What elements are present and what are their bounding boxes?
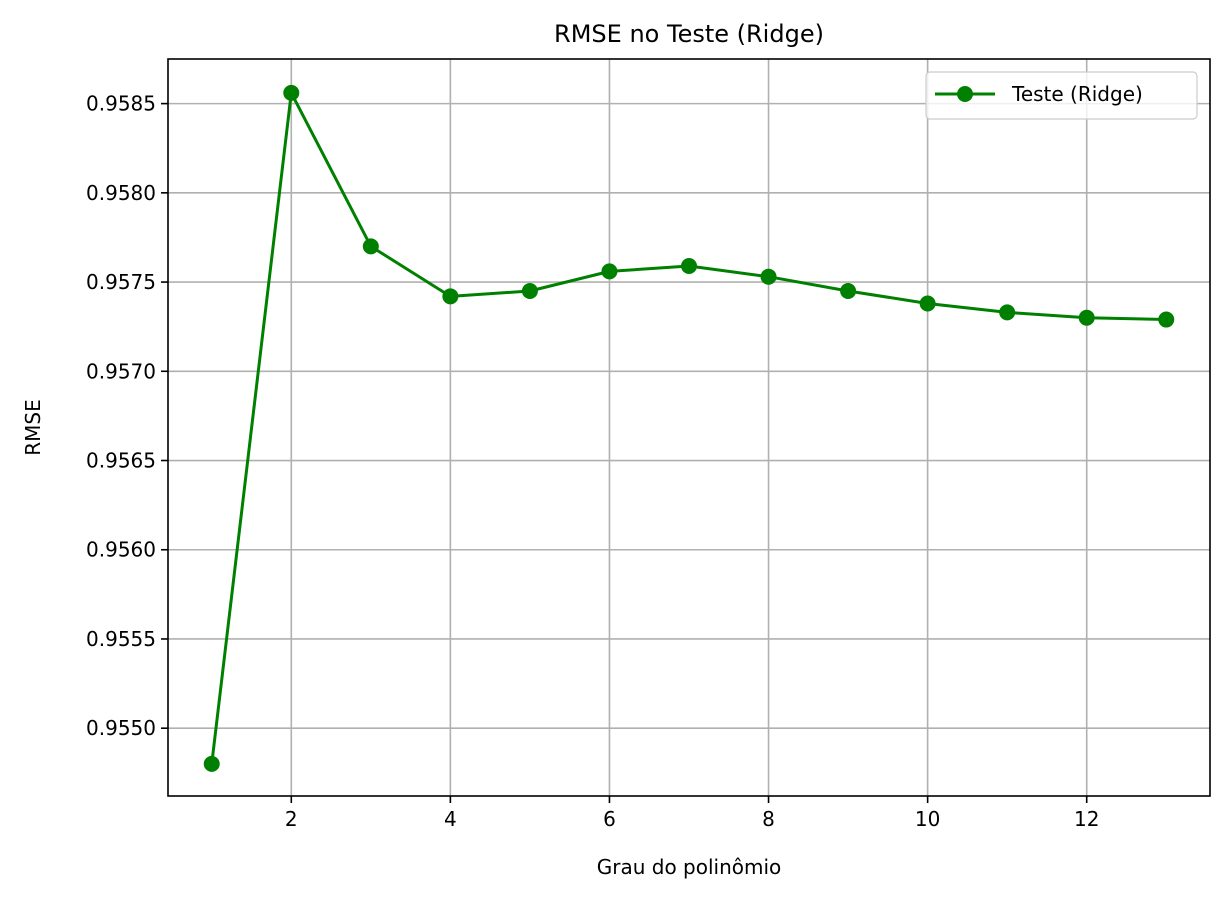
- data-point: [601, 263, 618, 280]
- legend-label: Teste (Ridge): [1011, 82, 1143, 106]
- y-tick-label: 0.9560: [86, 538, 156, 562]
- chart-title: RMSE no Teste (Ridge): [554, 20, 824, 48]
- data-point: [840, 282, 857, 299]
- ticks: 2 4 6 8 10 12 0.9550 0.9555 0.9560 0.9565 0.9570 0.…: [86, 92, 1099, 831]
- data-point: [203, 755, 220, 772]
- x-tick-label: 10: [915, 807, 940, 831]
- x-axis-label: Grau do polinômio: [597, 855, 782, 879]
- legend-box: [925, 71, 1198, 120]
- x-tick-label: 4: [444, 807, 457, 831]
- x-tick-label: 6: [603, 807, 616, 831]
- data-point: [999, 304, 1016, 321]
- data-point: [362, 238, 379, 255]
- data-point: [283, 84, 300, 101]
- y-tick-label: 0.9565: [86, 449, 156, 473]
- y-tick-label: 0.9570: [86, 359, 156, 383]
- data-point: [1078, 309, 1095, 326]
- data-point: [760, 268, 777, 285]
- y-tick-label: 0.9575: [86, 270, 156, 294]
- y-tick-label: 0.9585: [86, 92, 156, 116]
- series-layer: [203, 84, 1175, 772]
- plot-frame: [167, 58, 1211, 797]
- x-tick-label: 2: [285, 807, 298, 831]
- data-point: [1158, 311, 1175, 328]
- y-tick-label: 0.9550: [86, 716, 156, 740]
- y-tick-label: 0.9555: [86, 627, 156, 651]
- y-tick-label: 0.9580: [86, 181, 156, 205]
- data-point: [919, 295, 936, 312]
- y-axis-label: RMSE: [21, 399, 45, 455]
- data-point: [681, 258, 697, 275]
- data-point: [521, 282, 538, 299]
- legend: Teste (Ridge): [925, 71, 1198, 120]
- x-tick-label: 12: [1074, 807, 1099, 831]
- legend-marker-swatch: [957, 86, 973, 102]
- x-tick-label: 8: [762, 807, 775, 831]
- data-point: [442, 288, 459, 305]
